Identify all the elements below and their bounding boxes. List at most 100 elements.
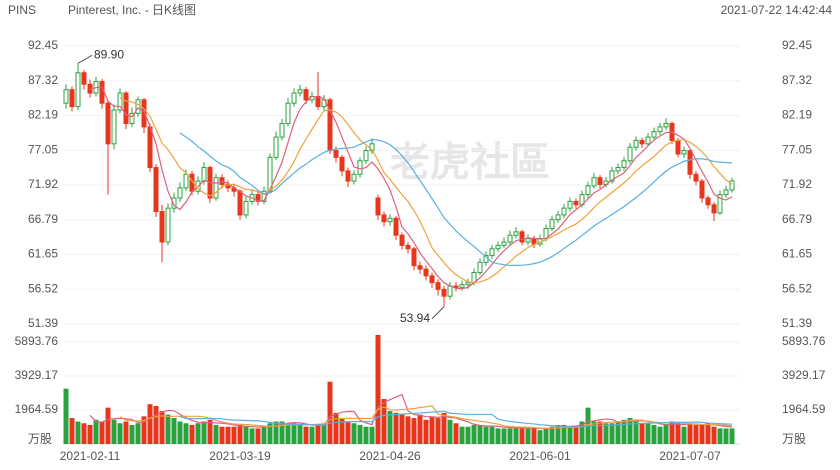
candle-body xyxy=(609,170,615,182)
volume-tick-label: 1964.59 xyxy=(15,402,59,416)
candle-body xyxy=(111,109,117,145)
volume-bar xyxy=(177,421,183,444)
volume-unit: 万股 xyxy=(28,432,52,446)
candle-body xyxy=(357,160,363,175)
candle-body xyxy=(165,207,171,243)
volume-bar xyxy=(387,411,393,444)
candle-body xyxy=(159,211,165,243)
volume-bar xyxy=(627,418,633,444)
volume-tick-label: 3929.17 xyxy=(15,368,59,382)
candle-body xyxy=(417,265,423,270)
volume-bar xyxy=(129,424,135,444)
candle-body xyxy=(387,217,393,223)
volume-bar xyxy=(705,423,711,444)
volume-bar xyxy=(237,424,243,444)
candle-body xyxy=(675,139,681,155)
volume-bar xyxy=(147,404,153,444)
candle-body xyxy=(615,167,621,172)
volume-tick-label-right: 3929.17 xyxy=(782,368,826,382)
volume-bar xyxy=(405,416,411,444)
candle-body xyxy=(591,177,597,187)
x-tick-label: 2021-04-26 xyxy=(359,449,421,463)
y-tick-label: 56.52 xyxy=(28,281,58,295)
volume-bar xyxy=(501,428,507,444)
candle-body xyxy=(453,285,459,288)
candle-body xyxy=(405,244,411,250)
volume-bar xyxy=(255,428,261,444)
volume-bar xyxy=(729,428,735,444)
candle-body xyxy=(81,72,87,85)
candle-body xyxy=(99,81,105,104)
volume-bar xyxy=(111,419,117,444)
volume-bar xyxy=(417,414,423,444)
candle-body xyxy=(645,136,651,145)
volume-bar xyxy=(87,424,93,444)
volume-bar xyxy=(489,426,495,444)
volume-bar xyxy=(471,424,477,444)
candle-body xyxy=(279,123,285,138)
y-tick-label: 71.92 xyxy=(28,177,58,191)
candle-body xyxy=(141,99,147,128)
volume-bar xyxy=(603,423,609,444)
volume-bar xyxy=(429,416,435,444)
candle-body xyxy=(105,102,111,145)
candle-body xyxy=(219,177,225,185)
volume-bar xyxy=(621,419,627,444)
ma-line xyxy=(119,97,733,284)
candle-body xyxy=(465,282,471,286)
volume-bar xyxy=(249,428,255,444)
volume-bar xyxy=(537,430,543,444)
volume-bar xyxy=(717,428,723,444)
candle-body xyxy=(345,170,351,182)
candle-body xyxy=(711,204,717,214)
candle-body xyxy=(531,238,537,245)
volume-bar xyxy=(297,424,303,444)
volume-bar xyxy=(531,428,537,444)
candle-body xyxy=(585,185,591,196)
timestamp: 2021-07-22 14:42:44 xyxy=(721,3,833,17)
y-tick-label-right: 61.65 xyxy=(782,247,812,261)
candle-body xyxy=(633,139,639,148)
volume-bar xyxy=(225,426,231,444)
candle-body xyxy=(273,136,279,158)
volume-bar xyxy=(393,412,399,444)
candle-body xyxy=(717,194,723,214)
candle-body xyxy=(399,234,405,246)
candle-body xyxy=(495,244,501,250)
candle-body xyxy=(129,112,135,125)
candle-body xyxy=(549,219,555,229)
candle-body xyxy=(333,150,339,158)
volume-bar xyxy=(135,423,141,444)
candle-body xyxy=(573,200,579,206)
volume-bar xyxy=(441,412,447,444)
candle-body xyxy=(693,173,699,182)
volume-tick-label-right: 5893.76 xyxy=(782,334,826,348)
y-tick-label: 87.32 xyxy=(28,73,58,87)
candle-body xyxy=(351,173,357,182)
candle-body xyxy=(237,190,243,216)
volume-bar xyxy=(117,423,123,444)
candle-body xyxy=(411,248,417,267)
x-tick-label: 2021-07-07 xyxy=(659,449,721,463)
candle-body xyxy=(153,167,159,213)
volume-bar xyxy=(243,426,249,444)
volume-bar xyxy=(273,421,279,444)
volume-tick-label-right: 1964.59 xyxy=(782,402,826,416)
candle-body xyxy=(123,92,129,125)
candle-body xyxy=(687,150,693,175)
candle-body xyxy=(135,99,141,114)
candle-body xyxy=(429,275,435,284)
volume-bar xyxy=(447,419,453,444)
candle-body xyxy=(513,231,519,236)
volume-bar xyxy=(555,424,561,444)
volume-bar xyxy=(267,423,273,444)
volume-bar xyxy=(519,428,525,444)
volume-bar xyxy=(153,405,159,444)
volume-bar xyxy=(609,423,615,444)
candle-body xyxy=(447,285,453,297)
candle-body xyxy=(267,156,273,192)
candle-body xyxy=(519,231,525,243)
volume-bar xyxy=(597,421,603,444)
candle-body xyxy=(423,268,429,277)
volume-bar xyxy=(687,423,693,444)
